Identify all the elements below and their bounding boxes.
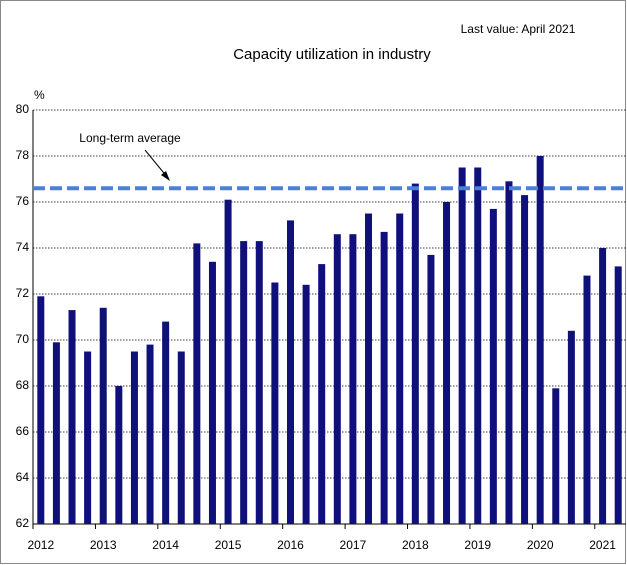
bar: [552, 388, 560, 524]
y-tick-label: 80: [16, 102, 30, 116]
bar: [84, 351, 92, 524]
bar: [380, 231, 388, 524]
bar: [37, 296, 45, 524]
bar: [115, 386, 123, 524]
bar: [208, 261, 216, 524]
bar: [599, 248, 607, 524]
bar: [536, 156, 544, 524]
bar: [224, 199, 232, 524]
bar: [505, 181, 513, 525]
bar: [271, 282, 279, 524]
x-tick-label: 2019: [464, 538, 491, 552]
bar: [146, 344, 154, 524]
y-axis-label: %: [34, 88, 45, 102]
x-tick-label: 2013: [90, 538, 117, 552]
x-tick-label: 2015: [215, 538, 242, 552]
bar: [521, 195, 529, 524]
bar: [162, 321, 170, 524]
bar: [52, 342, 60, 524]
bar: [458, 167, 466, 524]
bar: [240, 241, 248, 524]
average-label: Long-term average: [79, 131, 181, 145]
y-tick-label: 78: [16, 148, 30, 162]
bar: [474, 167, 482, 524]
bar: [443, 202, 451, 524]
average-arrowhead: [161, 171, 170, 181]
bar: [99, 307, 107, 524]
bar: [68, 310, 76, 524]
y-tick-label: 76: [16, 194, 30, 208]
y-tick-label: 74: [16, 240, 30, 254]
bar: [130, 351, 138, 524]
bar: [349, 234, 357, 524]
x-tick-label: 2016: [277, 538, 304, 552]
y-tick-label: 62: [16, 516, 30, 530]
bar: [427, 254, 435, 524]
x-tick-label: 2020: [527, 538, 554, 552]
bar: [411, 183, 419, 524]
bar: [365, 213, 373, 524]
bar: [318, 264, 326, 524]
x-tick-label: 2012: [27, 538, 54, 552]
bar: [567, 330, 575, 524]
chart-title: Capacity utilization in industry: [233, 46, 431, 63]
bar: [583, 275, 591, 524]
x-tick-label: 2017: [340, 538, 367, 552]
bar: [333, 234, 341, 524]
bar: [255, 241, 263, 524]
x-tick-label: 2014: [152, 538, 179, 552]
last-value-note: Last value: April 2021: [461, 22, 576, 36]
bar: [489, 208, 497, 524]
y-tick-label: 64: [16, 470, 30, 484]
bar: [614, 266, 622, 524]
bar: [286, 220, 294, 524]
y-tick-label: 70: [16, 332, 30, 346]
y-tick-label: 68: [16, 378, 30, 392]
x-tick-label: 2018: [402, 538, 429, 552]
bar: [302, 284, 310, 524]
y-tick-label: 66: [16, 424, 30, 438]
y-tick-label: 72: [16, 286, 30, 300]
bar: [177, 351, 185, 524]
bar: [193, 243, 201, 524]
bar: [396, 213, 404, 524]
x-tick-label: 2021: [589, 538, 616, 552]
